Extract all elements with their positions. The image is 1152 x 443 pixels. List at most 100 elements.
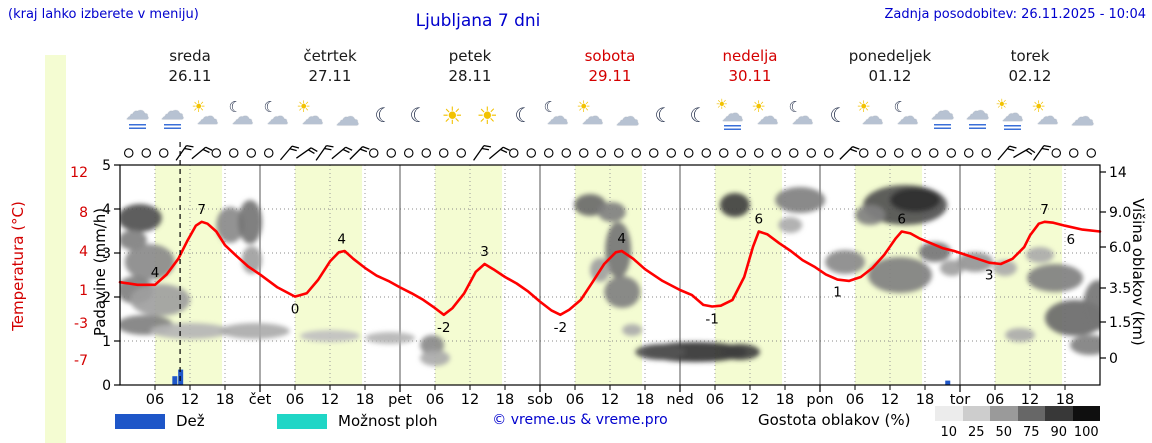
calm-wind-icon bbox=[718, 148, 729, 158]
daylight-band bbox=[295, 165, 363, 385]
barb-feather bbox=[1028, 147, 1036, 154]
density-block-50 bbox=[990, 406, 1018, 421]
day-name: nedelja bbox=[722, 47, 778, 65]
day-date: 01.12 bbox=[868, 67, 912, 85]
barb-feather bbox=[345, 146, 353, 151]
cloud-height-tick-label: 9.0 bbox=[1109, 205, 1131, 221]
temperature-value-label: 0 bbox=[291, 302, 300, 318]
wind-barb-icon bbox=[296, 147, 318, 159]
copyright-link[interactable]: © vreme.us & vreme.pro bbox=[492, 412, 668, 428]
cloud-glyph: ☁ bbox=[196, 105, 219, 130]
wind-barb-icon bbox=[349, 146, 370, 160]
sun-glyph: ☀ bbox=[441, 102, 464, 130]
sun-glyph: ☀ bbox=[995, 97, 1009, 113]
cloud-height-tick-label: 0 bbox=[1109, 351, 1118, 367]
sun-glyph: ☀ bbox=[296, 97, 311, 116]
calm-wind-icon bbox=[1086, 148, 1097, 158]
sun-glyph: ☀ bbox=[191, 97, 206, 116]
cloud-blob bbox=[719, 193, 750, 217]
day-header-četrtek: četrtek 27.11 bbox=[260, 46, 400, 86]
temperature-value-label: -1 bbox=[705, 312, 718, 328]
temperature-value-label: 4 bbox=[617, 231, 626, 247]
calm-wind-icon bbox=[981, 148, 991, 158]
rain-lines bbox=[933, 124, 951, 131]
wind-barb-icon bbox=[315, 144, 334, 161]
hour-label: 12 bbox=[461, 392, 479, 408]
cloud-glyph: ☁ bbox=[930, 97, 955, 125]
moon-glyph: ☾ bbox=[829, 103, 848, 127]
moon-cloud-icon: ☾ ☁ bbox=[224, 98, 262, 136]
barb-feather bbox=[310, 147, 318, 153]
sun-glyph: ☀ bbox=[1031, 97, 1046, 116]
cloud-blob bbox=[216, 207, 245, 243]
barb-shaft bbox=[1013, 147, 1030, 159]
moon-glyph: ☾ bbox=[409, 103, 428, 127]
day-date: 02.12 bbox=[1008, 67, 1052, 85]
moon-glyph: ☾ bbox=[689, 103, 708, 127]
calm-wind-icon bbox=[928, 148, 939, 158]
barb-feather bbox=[324, 147, 332, 151]
sun-cloud-icon: ☀ ☁ bbox=[854, 98, 892, 136]
calm-wind-icon bbox=[596, 148, 606, 158]
hour-label: 12 bbox=[881, 392, 899, 408]
calm-wind-icon bbox=[421, 148, 431, 158]
barb-shaft bbox=[488, 146, 504, 160]
calm-wind-icon bbox=[683, 148, 694, 158]
calm-wind-icon bbox=[578, 148, 589, 158]
density-tick-label: 25 bbox=[967, 425, 985, 440]
rain-lines bbox=[968, 124, 986, 131]
calm-wind-icon bbox=[438, 148, 449, 158]
cloud-icon: ☁ bbox=[609, 98, 647, 136]
cloud-glyph: ☁ bbox=[301, 105, 324, 130]
wind-barb-icon bbox=[1013, 147, 1036, 159]
cloud-blob bbox=[775, 187, 826, 213]
cloud-glyph: ☁ bbox=[125, 97, 150, 125]
hour-label: 12 bbox=[741, 392, 759, 408]
density-block-100 bbox=[1072, 406, 1100, 421]
rain-lines bbox=[723, 125, 741, 132]
density-tick-label: 50 bbox=[995, 425, 1013, 440]
hour-label: 12 bbox=[321, 392, 339, 408]
barb-feather bbox=[202, 148, 210, 154]
calm-wind-icon bbox=[701, 148, 711, 158]
cloud-density-scale bbox=[935, 406, 1100, 421]
precipitation-tick-label: 2 bbox=[102, 290, 111, 306]
temperature-value-label: 4 bbox=[337, 232, 346, 248]
sun-glyph: ☀ bbox=[715, 97, 729, 113]
rain-cloud-icon: ☁ bbox=[959, 98, 997, 136]
calm-wind-icon bbox=[736, 148, 746, 158]
moon-icon: ☾ bbox=[679, 98, 717, 136]
barb-feather bbox=[852, 146, 860, 150]
wind-barb-icon bbox=[331, 146, 353, 160]
calm-wind-icon bbox=[543, 148, 554, 158]
barb-feather bbox=[1025, 149, 1033, 155]
sun-glyph: ☀ bbox=[856, 97, 871, 116]
day-header-ponedeljek: ponedeljek 01.12 bbox=[820, 46, 960, 86]
wind-barb-icon bbox=[1033, 144, 1052, 161]
calm-wind-icon bbox=[911, 148, 921, 158]
calm-wind-icon bbox=[229, 148, 239, 158]
day-date: 28.11 bbox=[448, 67, 492, 85]
rain-lines bbox=[1003, 125, 1021, 132]
hour-label: 06 bbox=[286, 392, 304, 408]
density-tick-label: 10 bbox=[940, 425, 958, 440]
cloud-blob bbox=[300, 330, 360, 342]
precipitation-bars bbox=[172, 369, 951, 385]
barb-feather bbox=[1043, 144, 1052, 148]
calm-wind-icon bbox=[823, 148, 834, 158]
wind-barb-icon bbox=[279, 145, 300, 161]
moon-glyph: ☾ bbox=[514, 103, 533, 127]
rain-cloud-icon: ☁ bbox=[154, 98, 192, 136]
day-abbr-label: sob bbox=[527, 392, 553, 408]
cloud-glyph: ☁ bbox=[721, 102, 744, 127]
wind-barb-icon bbox=[997, 145, 1017, 161]
calm-wind-icon bbox=[666, 148, 676, 158]
wind-barb-icon bbox=[473, 144, 492, 161]
moon-cloud-icon: ☾ ☁ bbox=[539, 98, 577, 136]
moon-cloud-icon: ☾ ☁ bbox=[259, 98, 297, 136]
sun-cloud-icon: ☀ ☁ bbox=[749, 98, 787, 136]
density-block-10 bbox=[935, 406, 963, 421]
cloud-blob bbox=[124, 244, 175, 280]
location-hint: (kraj lahko izberete v meniju) bbox=[8, 7, 199, 22]
